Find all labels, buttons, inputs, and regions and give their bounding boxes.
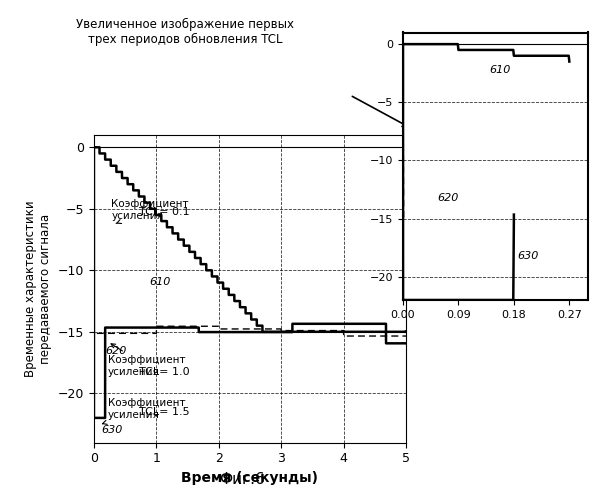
Text: Коэффициент
усиления: Коэффициент усиления (108, 344, 185, 377)
Text: Увеличенное изображение первых
трех периодов обновления TCL: Увеличенное изображение первых трех пери… (76, 18, 294, 46)
Text: Коэффициент
усиления: Коэффициент усиления (112, 199, 189, 224)
Text: TCL= 1.0: TCL= 1.0 (139, 367, 190, 377)
Text: 630: 630 (517, 252, 538, 262)
Text: TCL= 0.1: TCL= 0.1 (139, 207, 190, 217)
X-axis label: Время (секунды): Время (секунды) (181, 471, 319, 485)
Text: TCL= 1.5: TCL= 1.5 (139, 408, 190, 418)
Text: 610: 610 (149, 277, 170, 287)
Text: 610: 610 (489, 65, 511, 75)
Text: 630: 630 (101, 424, 123, 434)
Text: Коэффициент
усиления: Коэффициент усиления (102, 398, 185, 424)
Y-axis label: Временные характеристики
передаваемого сигнала: Временные характеристики передаваемого с… (24, 200, 52, 377)
Text: 620: 620 (437, 193, 458, 203)
Text: 620: 620 (105, 346, 127, 356)
Text: Фиг.6: Фиг.6 (219, 472, 265, 488)
